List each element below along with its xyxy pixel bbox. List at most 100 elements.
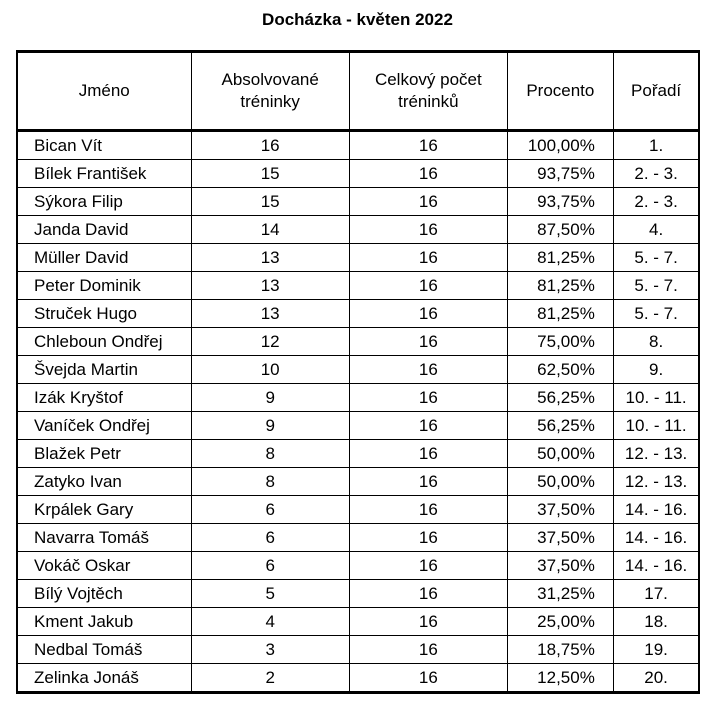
cell-completed: 15: [190, 159, 350, 188]
cell-total: 16: [348, 215, 508, 244]
cell-percent: 37,50%: [506, 551, 614, 580]
cell-name: Janda David: [16, 215, 192, 244]
cell-name: Vokáč Oskar: [16, 551, 192, 580]
cell-percent: 18,75%: [506, 635, 614, 664]
table-row: Blažek Petr 8 16 50,00% 12. - 13.: [16, 439, 700, 468]
cell-total: 16: [348, 495, 508, 524]
cell-total: 16: [348, 299, 508, 328]
cell-percent: 75,00%: [506, 327, 614, 356]
cell-percent: 81,25%: [506, 271, 614, 300]
table-row: Vaníček Ondřej 9 16 56,25% 10. - 11.: [16, 411, 700, 440]
header-name: Jméno: [16, 51, 192, 131]
cell-completed: 13: [190, 243, 350, 272]
table-row: Zatyko Ivan 8 16 50,00% 12. - 13.: [16, 467, 700, 496]
cell-total: 16: [348, 635, 508, 664]
cell-percent: 93,75%: [506, 159, 614, 188]
cell-completed: 15: [190, 187, 350, 216]
cell-name: Bílý Vojtěch: [16, 579, 192, 608]
cell-total: 16: [348, 551, 508, 580]
cell-rank: 14. - 16.: [612, 523, 700, 552]
cell-percent: 50,00%: [506, 467, 614, 496]
cell-name: Kment Jakub: [16, 607, 192, 636]
cell-completed: 6: [190, 523, 350, 552]
cell-rank: 12. - 13.: [612, 467, 700, 496]
header-row: Jméno Absolvované tréninky Celkový počet…: [16, 51, 700, 131]
cell-percent: 62,50%: [506, 355, 614, 384]
cell-rank: 2. - 3.: [612, 159, 700, 188]
cell-name: Bican Vít: [16, 130, 192, 160]
cell-completed: 9: [190, 411, 350, 440]
header-percent: Procento: [506, 51, 614, 131]
cell-name: Bílek František: [16, 159, 192, 188]
cell-total: 16: [348, 327, 508, 356]
cell-total: 16: [348, 579, 508, 608]
cell-total: 16: [348, 243, 508, 272]
cell-total: 16: [348, 467, 508, 496]
cell-name: Vaníček Ondřej: [16, 411, 192, 440]
cell-percent: 12,50%: [506, 663, 614, 693]
cell-name: Zatyko Ivan: [16, 467, 192, 496]
cell-percent: 56,25%: [506, 383, 614, 412]
table-row: Müller David 13 16 81,25% 5. - 7.: [16, 243, 700, 272]
cell-completed: 2: [190, 663, 350, 693]
table-row: Švejda Martin 10 16 62,50% 9.: [16, 355, 700, 384]
cell-total: 16: [348, 159, 508, 188]
cell-rank: 4.: [612, 215, 700, 244]
cell-total: 16: [348, 663, 508, 693]
cell-rank: 5. - 7.: [612, 271, 700, 300]
cell-rank: 19.: [612, 635, 700, 664]
cell-name: Navarra Tomáš: [16, 523, 192, 552]
table-row: Bílý Vojtěch 5 16 31,25% 17.: [16, 579, 700, 608]
table-row: Vokáč Oskar 6 16 37,50% 14. - 16.: [16, 551, 700, 580]
cell-name: Chleboun Ondřej: [16, 327, 192, 356]
cell-rank: 20.: [612, 663, 700, 693]
cell-name: Krpálek Gary: [16, 495, 192, 524]
cell-total: 16: [348, 411, 508, 440]
cell-total: 16: [348, 383, 508, 412]
table-row: Struček Hugo 13 16 81,25% 5. - 7.: [16, 299, 700, 328]
table-row: Nedbal Tomáš 3 16 18,75% 19.: [16, 635, 700, 664]
table-row: Janda David 14 16 87,50% 4.: [16, 215, 700, 244]
table-row: Izák Kryštof 9 16 56,25% 10. - 11.: [16, 383, 700, 412]
cell-total: 16: [348, 439, 508, 468]
cell-percent: 93,75%: [506, 187, 614, 216]
cell-percent: 37,50%: [506, 495, 614, 524]
cell-rank: 17.: [612, 579, 700, 608]
attendance-table: Jméno Absolvované tréninky Celkový počet…: [16, 50, 701, 694]
cell-percent: 81,25%: [506, 299, 614, 328]
cell-rank: 2. - 3.: [612, 187, 700, 216]
cell-rank: 1.: [612, 130, 700, 160]
cell-rank: 5. - 7.: [612, 299, 700, 328]
cell-percent: 25,00%: [506, 607, 614, 636]
table-row: Sýkora Filip 15 16 93,75% 2. - 3.: [16, 187, 700, 216]
cell-name: Müller David: [16, 243, 192, 272]
cell-total: 16: [348, 271, 508, 300]
cell-percent: 50,00%: [506, 439, 614, 468]
cell-completed: 13: [190, 271, 350, 300]
cell-percent: 87,50%: [506, 215, 614, 244]
cell-total: 16: [348, 355, 508, 384]
cell-completed: 13: [190, 299, 350, 328]
table-row: Chleboun Ondřej 12 16 75,00% 8.: [16, 327, 700, 356]
header-rank: Pořadí: [612, 51, 700, 131]
cell-total: 16: [348, 130, 508, 160]
cell-percent: 81,25%: [506, 243, 614, 272]
table-row: Bican Vít 16 16 100,00% 1.: [16, 130, 700, 160]
cell-name: Zelinka Jonáš: [16, 663, 192, 693]
cell-total: 16: [348, 607, 508, 636]
cell-rank: 5. - 7.: [612, 243, 700, 272]
cell-percent: 31,25%: [506, 579, 614, 608]
cell-completed: 14: [190, 215, 350, 244]
table-row: Bílek František 15 16 93,75% 2. - 3.: [16, 159, 700, 188]
table-row: Kment Jakub 4 16 25,00% 18.: [16, 607, 700, 636]
cell-completed: 6: [190, 495, 350, 524]
cell-completed: 10: [190, 355, 350, 384]
page-title: Docházka - květen 2022: [262, 10, 453, 29]
cell-completed: 4: [190, 607, 350, 636]
cell-rank: 14. - 16.: [612, 551, 700, 580]
table-row: Krpálek Gary 6 16 37,50% 14. - 16.: [16, 495, 700, 524]
header-completed: Absolvované tréninky: [190, 51, 350, 131]
cell-percent: 100,00%: [506, 130, 614, 160]
cell-completed: 9: [190, 383, 350, 412]
cell-name: Sýkora Filip: [16, 187, 192, 216]
